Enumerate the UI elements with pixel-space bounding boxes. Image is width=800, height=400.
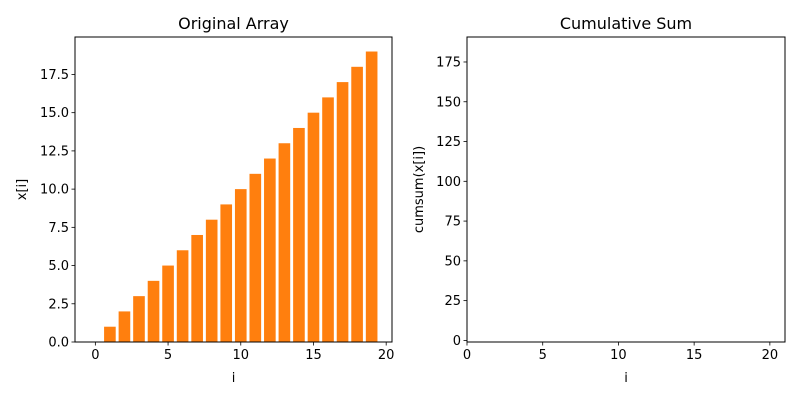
original-array-bar	[147, 280, 160, 342]
original-array-bar	[293, 127, 305, 343]
original-array-bar	[264, 158, 276, 342]
original-array-y-tick-label: 5.0	[48, 259, 69, 274]
original-array-bar	[365, 51, 378, 343]
original-array-frame	[74, 36, 393, 343]
original-array-bar	[278, 143, 291, 342]
original-array-bar	[351, 66, 363, 342]
cumulative-sum-x-tick-label: 20	[762, 348, 779, 363]
original-array-bar	[104, 326, 116, 342]
original-array-y-tick-label: 7.5	[48, 221, 69, 236]
original-array-y-ticks: 0.0 2.5 5.0 7.5 10.0 12.5 15.0 17.5	[40, 68, 75, 351]
original-array-y-tick-label: 2.5	[48, 297, 69, 312]
cumulative-sum-x-tick-label: 15	[686, 348, 703, 363]
cumulative-sum-y-tick-label: 0	[453, 334, 461, 349]
original-array-bar	[336, 82, 349, 342]
cumulative-sum-title: Cumulative Sum	[560, 14, 692, 33]
cumulative-sum-x-tick-label: 10	[610, 348, 627, 363]
original-array-bar	[205, 219, 218, 342]
cumulative-sum-y-tick-label: 75	[444, 215, 461, 230]
original-array-y-tick-label: 0.0	[48, 336, 69, 351]
cumulative-sum-y-tick-label: 150	[436, 95, 461, 110]
original-array-y-tick-label: 12.5	[40, 144, 69, 159]
original-array-bar	[191, 234, 203, 342]
cumulative-sum-y-label: cumsum(x[i])	[412, 146, 427, 233]
original-array-axes: Original Array 0 5 10 15 20 0.0 2.5 5.0 7.5 10.0…	[15, 14, 394, 386]
cumulative-sum-y-ticks: 0 25 50 75 100 125 150 175	[436, 55, 467, 349]
cumulative-sum-x-tick-label: 0	[463, 348, 471, 363]
original-array-y-tick-label: 10.0	[40, 183, 69, 198]
original-array-bar	[249, 173, 262, 342]
original-array-y-tick-label: 15.0	[40, 106, 69, 121]
original-array-x-tick-label: 20	[378, 348, 395, 363]
original-array-x-tick-label: 5	[164, 348, 172, 363]
original-array-y-tick-label: 17.5	[40, 68, 69, 83]
original-array-x-label: i	[232, 371, 236, 386]
original-array-bar	[162, 265, 174, 342]
original-array-x-tick-label: 0	[91, 348, 99, 363]
cumulative-sum-x-ticks: 0 5 10 15 20	[463, 342, 778, 363]
original-array-bars	[104, 51, 378, 343]
original-array-x-tick-label: 15	[305, 348, 322, 363]
cumulative-sum-y-tick-label: 125	[436, 135, 461, 150]
cumulative-sum-y-tick-label: 100	[436, 175, 461, 190]
original-array-bar	[234, 189, 247, 342]
original-array-x-tick-label: 10	[232, 348, 249, 363]
original-array-bar	[133, 296, 145, 342]
original-array-y-label: x[i]	[15, 179, 30, 200]
cumulative-sum-frame	[466, 36, 786, 343]
original-array-title: Original Array	[178, 14, 289, 33]
cumulative-sum-x-tick-label: 5	[539, 348, 547, 363]
original-array-bar	[220, 204, 233, 342]
cumulative-sum-y-tick-label: 25	[444, 294, 461, 309]
original-array-bar	[322, 97, 334, 342]
cumulative-sum-y-tick-label: 50	[444, 254, 461, 269]
original-array-x-ticks: 0 5 10 15 20	[91, 342, 394, 363]
cumulative-sum-y-tick-label: 175	[436, 55, 461, 70]
original-array-bar	[118, 311, 131, 342]
original-array-bar	[176, 250, 189, 342]
cumulative-sum-axes: Cumulative Sum 0 5 10 15 20 0 25 50 75 100 125 150…	[412, 14, 786, 386]
cumulative-sum-x-label: i	[624, 371, 628, 386]
original-array-bar	[307, 112, 320, 343]
